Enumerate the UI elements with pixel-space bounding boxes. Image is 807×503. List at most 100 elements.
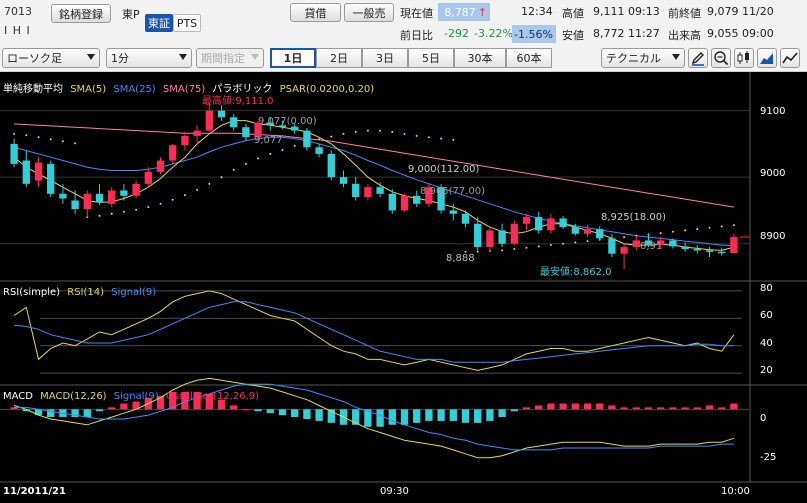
sma25-legend: SMA(25) — [113, 84, 156, 95]
pencil-tool-button[interactable] — [688, 48, 708, 68]
period-60bars-button[interactable]: 60本 — [506, 48, 552, 68]
prev-close-value: 9,079 11/20 — [707, 5, 774, 18]
psar-annotation-3: 9,000(112.00) — [408, 164, 480, 175]
price-tick-8900: 8900 — [760, 231, 786, 242]
psar-dot — [257, 157, 260, 160]
candle-up — [254, 122, 262, 138]
psar-dot — [684, 229, 687, 232]
macd-oscillator-bar — [303, 409, 311, 419]
candle-up — [181, 135, 189, 146]
margin-sell-button[interactable]: 一般売 — [344, 3, 394, 22]
line-style-button[interactable] — [780, 48, 800, 68]
rsi-legend: RSI(simple) RSI(14) Signal(9) — [3, 287, 156, 298]
candle-down — [705, 250, 714, 252]
psar-dot — [537, 245, 540, 248]
time-tick-0930: 09:30 — [380, 486, 409, 497]
candle-style-button[interactable] — [734, 48, 754, 68]
rsi-signal-legend: Signal(9) — [111, 287, 157, 298]
interval-select[interactable]: 1分 — [106, 48, 192, 68]
exchange-pts-tab[interactable]: PTS — [173, 14, 201, 32]
macd-oscillator-bar — [95, 409, 104, 412]
psar-dot — [293, 144, 296, 147]
candle-down — [461, 213, 470, 224]
zoom-icon — [714, 51, 729, 66]
area-style-button[interactable] — [757, 48, 777, 68]
margin-buy-button[interactable]: 貸借 — [290, 3, 341, 22]
macd-oscillator-bar — [510, 409, 518, 412]
psar-dot — [220, 176, 223, 179]
period-2d-button[interactable]: 2日 — [316, 48, 362, 68]
candle-up — [657, 240, 665, 246]
current-price-label: 現在値 — [400, 7, 433, 20]
chevron-down-icon — [179, 54, 187, 60]
candle-down — [217, 110, 226, 118]
candle-up — [632, 240, 640, 248]
sma75-line — [14, 123, 734, 208]
candle-down — [413, 195, 421, 204]
macd-oscillator-bar — [474, 409, 482, 423]
period-30bars-button[interactable]: 30本 — [454, 48, 506, 68]
technical-select[interactable]: テクニカル — [601, 48, 685, 68]
macd-oscillator-bar — [242, 409, 250, 411]
oscillator-legend: Oscillator(12,26,9) — [165, 391, 260, 402]
psar-dot — [464, 250, 467, 253]
period-select[interactable]: 期間指定 — [196, 48, 264, 68]
macd-oscillator-bar — [327, 409, 335, 423]
psar-dot — [281, 148, 284, 151]
zoom-tool-button[interactable] — [711, 48, 731, 68]
macd-oscillator-bar — [10, 407, 18, 410]
candlestick-icon — [737, 51, 749, 64]
chart-type-select[interactable]: ローソク足 — [2, 48, 100, 68]
exchange-tse-tab[interactable]: 東証 — [145, 14, 173, 32]
price-tick-9000: 9000 — [760, 168, 786, 179]
rsi-tick-20: 20 — [760, 365, 773, 376]
psar-dot — [147, 206, 150, 209]
psar-dot — [159, 202, 162, 205]
macd-legend: MACD MACD(12,26) Signal(9) Oscillator(12… — [3, 391, 259, 402]
macd-oscillator-bar — [193, 391, 201, 410]
psar-dot — [13, 132, 16, 135]
sma5-legend: SMA(5) — [70, 84, 107, 95]
prev-diff-label: 前日比 — [400, 29, 433, 42]
psar-annotation-5: 8,888 — [446, 253, 475, 264]
psar-dot — [379, 129, 382, 132]
candle-down — [571, 227, 579, 234]
chart-area[interactable]: 単純移動平均 SMA(5) SMA(25) SMA(75) パラボリック PSA… — [0, 72, 807, 503]
macd-oscillator-bar — [718, 407, 726, 410]
macd-oscillator-bar — [632, 407, 640, 410]
area-chart-icon — [760, 53, 773, 64]
sma75-legend: SMA(75) — [162, 84, 206, 95]
macd-oscillator-bar — [83, 409, 91, 418]
sma5-line — [13, 120, 735, 251]
candle-down — [315, 147, 323, 154]
period-1d-button[interactable]: 1日 — [270, 48, 316, 68]
macd-oscillator-bar — [486, 409, 494, 421]
pencil-icon — [691, 52, 704, 66]
candle-down — [242, 127, 250, 138]
candle-up — [193, 130, 201, 136]
date-label: 11/2011/21 — [3, 486, 66, 497]
psar-dot — [659, 232, 662, 235]
low-label: 安値 — [562, 29, 584, 42]
low-annotation: 最安値:8,862.0 — [540, 267, 612, 278]
psar-dot — [366, 129, 369, 132]
period-3d-button[interactable]: 3日 — [362, 48, 408, 68]
macd-line — [13, 377, 735, 459]
macd-oscillator-bar — [291, 409, 299, 418]
high-label: 高値 — [562, 7, 584, 20]
psar-dot — [25, 134, 28, 137]
macd-oscillator-bar — [657, 407, 665, 410]
psar-dot — [318, 138, 321, 141]
candle-up — [486, 230, 494, 248]
psar-dot — [732, 224, 735, 227]
candle-down — [230, 117, 238, 128]
candle-up — [108, 190, 116, 204]
register-stock-button[interactable]: 銘柄登録 — [51, 4, 111, 23]
candle-down — [120, 190, 128, 196]
macd-oscillator-bar — [22, 409, 30, 412]
period-5d-button[interactable]: 5日 — [408, 48, 454, 68]
psar-dot — [586, 240, 589, 243]
macd-oscillator-bar — [352, 409, 360, 425]
stock-code: 7013 — [4, 5, 32, 18]
candle-up — [144, 171, 152, 184]
